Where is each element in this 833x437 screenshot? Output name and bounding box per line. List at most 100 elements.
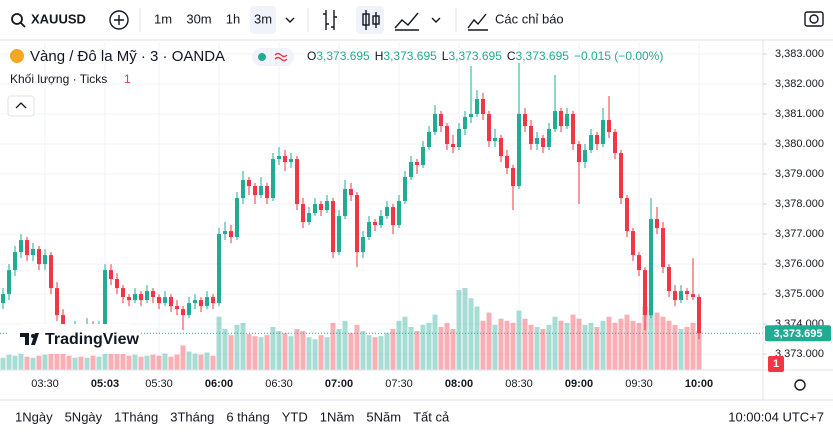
candle-body: [295, 159, 299, 205]
candle-body: [7, 270, 11, 295]
range-button[interactable]: Tất cả: [413, 409, 450, 424]
candle-body: [463, 117, 467, 130]
interval[interactable]: 30m: [186, 11, 211, 26]
range-button[interactable]: 3Tháng: [170, 409, 214, 424]
volume-bar: [642, 306, 648, 370]
volume-bar: [654, 312, 660, 370]
interval[interactable]: 1m: [154, 11, 172, 26]
ohlc-value: 3,373.695: [316, 49, 370, 63]
candle-body: [607, 120, 611, 133]
candle-body: [25, 240, 29, 256]
volume-bar: [246, 334, 252, 370]
candle-body: [553, 111, 557, 130]
candle-body: [193, 300, 197, 304]
add-symbol[interactable]: [109, 10, 129, 30]
volume-bar: [294, 329, 300, 370]
settings-icon[interactable]: [794, 379, 806, 391]
y-tick-label: 3,376.000: [775, 258, 824, 270]
search-icon[interactable]: [11, 13, 23, 25]
volume-bar: [306, 337, 312, 370]
candle-body: [265, 186, 269, 199]
volume-bar: [240, 322, 246, 370]
candle-body: [565, 114, 569, 127]
candle-body: [535, 138, 539, 145]
market-open-dot: [258, 53, 266, 61]
candle-body: [61, 315, 65, 328]
candle-body: [637, 255, 641, 271]
ohlc-value: 3,373.695: [448, 49, 502, 63]
candle-body: [223, 231, 227, 235]
candle-body: [163, 297, 167, 304]
volume-title: Khối lượng · Ticks: [10, 72, 107, 86]
y-tick-label: 3,380.000: [775, 138, 824, 150]
x-tick-label: 05:03: [91, 378, 119, 390]
candle-body: [307, 213, 311, 223]
volume-bar: [510, 322, 516, 370]
collapse-button[interactable]: [7, 95, 35, 117]
range-button[interactable]: 1Năm: [320, 409, 355, 424]
volume-bar: [396, 320, 402, 370]
volume-bar: [90, 355, 96, 370]
range-button[interactable]: 5Năm: [366, 409, 401, 424]
candle-body: [649, 219, 653, 316]
candle-body: [133, 294, 137, 301]
volume-bar: [558, 320, 564, 370]
delay-icon: [274, 52, 288, 62]
range-button[interactable]: 6 tháng: [226, 409, 269, 424]
area-style-icon[interactable]: [394, 12, 419, 31]
y-tick-label: 3,375.000: [775, 288, 824, 300]
range-button[interactable]: 1Tháng: [114, 409, 158, 424]
indicators[interactable]: Các chỉ báo: [495, 11, 564, 26]
candle-body: [367, 222, 371, 238]
candle-body: [577, 144, 581, 163]
volume-bar: [84, 357, 90, 370]
volume-bar: [366, 335, 372, 370]
bar-style-icon[interactable]: [323, 10, 337, 30]
volume-bar: [48, 349, 54, 370]
volume-bar: [30, 357, 36, 370]
style-menu[interactable]: [431, 17, 441, 23]
candle-body: [691, 294, 695, 298]
volume-bar: [66, 355, 72, 370]
volume-bar: [672, 324, 678, 370]
ohlc-key: C: [507, 49, 516, 63]
candle-body: [421, 147, 425, 166]
candle-body: [379, 216, 383, 226]
volume-bar: [78, 356, 84, 370]
candle-body: [127, 297, 131, 301]
interval-active-bg: [250, 6, 276, 34]
volume-bar: [138, 356, 144, 370]
candle-body: [685, 291, 689, 295]
screenshot-icon: [809, 14, 819, 24]
volume-bar: [624, 314, 630, 370]
interval[interactable]: 3m: [254, 11, 272, 26]
volume-bar: [18, 351, 24, 370]
symbol[interactable]: XAUUSD: [31, 11, 86, 26]
candle-body: [259, 186, 263, 196]
candle-body: [145, 291, 149, 301]
y-tick-label: 3,382.000: [775, 78, 824, 90]
screenshot-icon[interactable]: [804, 11, 824, 27]
volume-bar: [204, 352, 210, 370]
interval-menu[interactable]: [285, 17, 295, 23]
candle-body: [169, 297, 173, 307]
candle-body: [1, 294, 5, 304]
add-symbol-icon: [114, 15, 124, 25]
volume-bar: [420, 324, 426, 370]
ohlc-value: 3,373.695: [516, 49, 570, 63]
range-button[interactable]: 1Ngày: [15, 409, 53, 424]
y-tick-label: 3,377.000: [775, 228, 824, 240]
candle-body: [427, 132, 431, 148]
range-button[interactable]: YTD: [282, 409, 308, 424]
volume-bar: [330, 322, 336, 370]
candle-body: [217, 234, 221, 304]
volume-bar: [192, 353, 198, 370]
range-button[interactable]: 5Ngày: [65, 409, 103, 424]
interval[interactable]: 1h: [226, 11, 240, 26]
candle-body: [415, 162, 419, 166]
indicators-icon[interactable]: [467, 13, 488, 31]
volume-bar: [462, 288, 468, 370]
candle-body: [619, 153, 623, 199]
candle-body: [31, 249, 35, 256]
status-pill[interactable]: [252, 48, 294, 66]
